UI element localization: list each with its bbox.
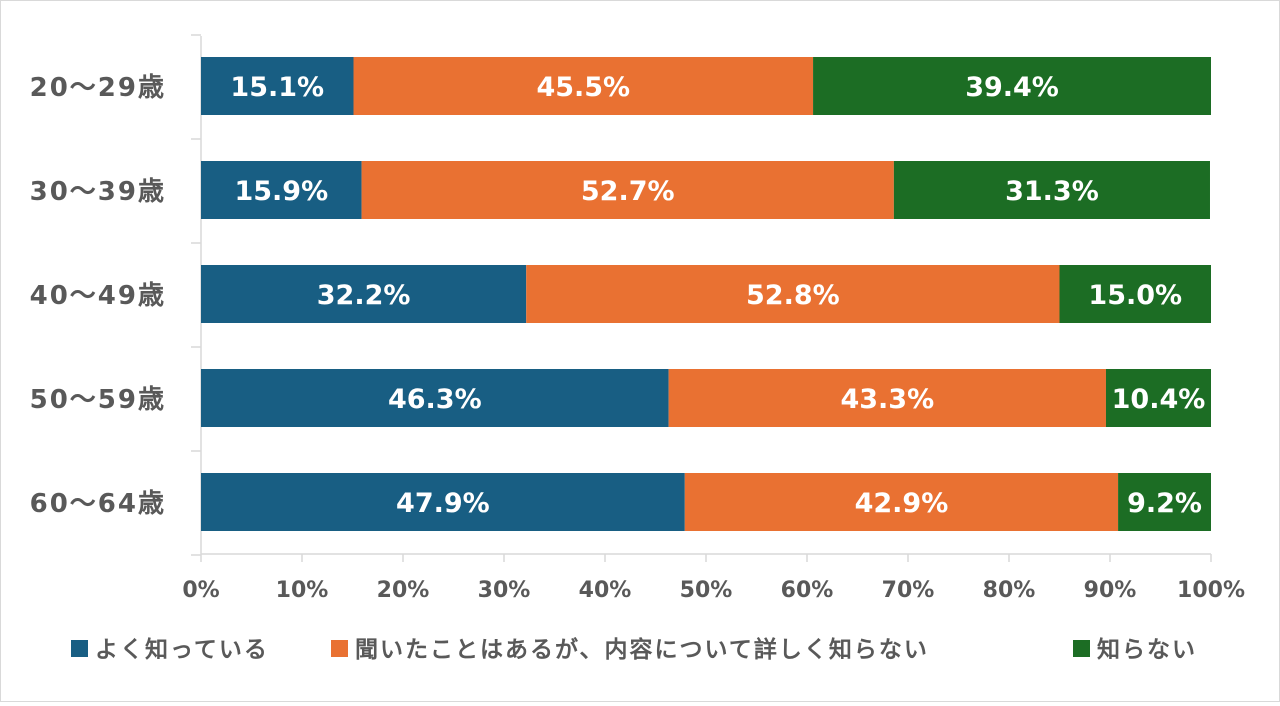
bar-segment — [1105, 369, 1211, 427]
x-tick-label: 80% — [983, 578, 1036, 603]
legend-swatch — [331, 640, 348, 657]
data-label: 32.2% — [317, 280, 411, 311]
data-label: 9.2% — [1127, 488, 1202, 519]
data-label: 10.4% — [1112, 384, 1206, 415]
bar-segment — [201, 473, 685, 531]
category-label: 40～49歳 — [30, 281, 166, 311]
bar-segment — [201, 57, 354, 115]
data-label: 42.9% — [855, 488, 949, 519]
bar-segment — [201, 161, 362, 219]
category-label: 30～39歳 — [30, 177, 166, 207]
bar-segment — [1118, 473, 1211, 531]
data-label: 47.9% — [396, 488, 490, 519]
x-tick-label: 0% — [182, 578, 219, 603]
category-label: 50～59歳 — [30, 385, 166, 415]
legend-label: 知らない — [1097, 636, 1197, 663]
data-label: 46.3% — [388, 384, 482, 415]
bar-segment — [201, 265, 527, 323]
bar-segment — [684, 473, 1119, 531]
data-label: 45.5% — [536, 72, 630, 103]
x-tick-label: 70% — [882, 578, 935, 603]
x-tick-label: 50% — [680, 578, 733, 603]
bar-segment — [361, 161, 894, 219]
x-tick-label: 40% — [579, 578, 632, 603]
x-tick-label: 10% — [276, 578, 329, 603]
legend-swatch — [71, 640, 88, 657]
data-label: 52.7% — [581, 176, 675, 207]
x-tick-label: 20% — [377, 578, 430, 603]
x-tick-label: 90% — [1084, 578, 1137, 603]
legend-swatch — [1073, 640, 1090, 657]
bar-segment — [201, 369, 669, 427]
bar-segment — [1059, 265, 1211, 323]
data-label: 31.3% — [1005, 176, 1099, 207]
data-label: 43.3% — [840, 384, 934, 415]
data-label: 15.9% — [234, 176, 328, 207]
x-tick-label: 100% — [1177, 578, 1245, 603]
x-tick-label: 60% — [781, 578, 834, 603]
x-tick-label: 30% — [478, 578, 531, 603]
data-label: 52.8% — [746, 280, 840, 311]
data-label: 15.1% — [230, 72, 324, 103]
bar-segment — [526, 265, 1060, 323]
bar-segment — [813, 57, 1211, 115]
legend-label: よく知っている — [95, 636, 269, 663]
legend-label: 聞いたことはあるが、内容について詳しく知らない — [355, 636, 929, 663]
bar-segment — [668, 369, 1106, 427]
data-label: 39.4% — [965, 72, 1059, 103]
bar-segment — [893, 161, 1210, 219]
category-label: 20～29歳 — [30, 73, 166, 103]
category-label: 60～64歳 — [30, 489, 166, 519]
bar-segment — [353, 57, 814, 115]
data-label: 15.0% — [1088, 280, 1182, 311]
